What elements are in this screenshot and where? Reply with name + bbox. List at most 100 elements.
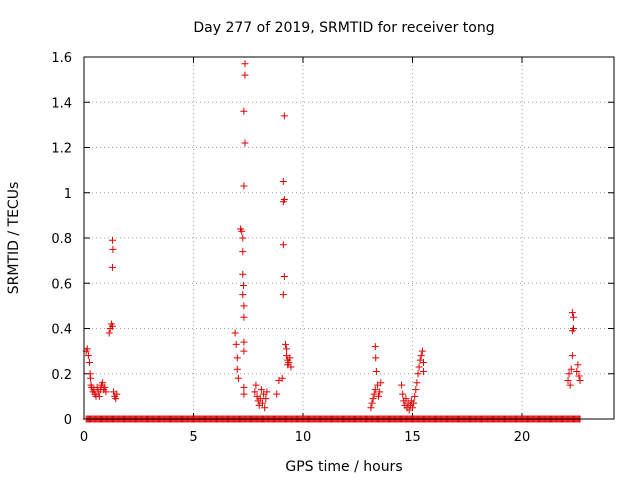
data-point <box>372 354 380 362</box>
grid <box>84 57 614 419</box>
chart-title: Day 277 of 2019, SRMTID for receiver ton… <box>193 20 494 36</box>
y-tick-label: 1.6 <box>51 51 72 66</box>
data-point <box>231 329 239 337</box>
data-point <box>411 392 419 400</box>
data-point <box>108 263 116 271</box>
data-point <box>280 112 288 120</box>
data-point <box>369 395 377 403</box>
data-point <box>83 345 91 353</box>
data-point <box>108 322 116 330</box>
data-point <box>240 347 248 355</box>
y-tick-label: 1.2 <box>51 142 72 157</box>
x-axis-label: GPS time / hours <box>285 459 402 475</box>
data-point <box>239 248 247 256</box>
data-point <box>112 395 120 403</box>
data-point <box>240 390 248 398</box>
data-points <box>82 60 584 423</box>
data-point <box>567 365 575 373</box>
data-point <box>367 404 375 412</box>
data-point <box>371 343 379 351</box>
data-point <box>85 358 93 366</box>
data-point <box>281 340 289 348</box>
data-point <box>109 245 117 253</box>
data-point <box>371 386 379 394</box>
data-point <box>87 374 95 382</box>
data-point <box>239 270 247 278</box>
data-point <box>279 177 287 185</box>
data-point <box>419 367 427 375</box>
data-point <box>240 383 248 391</box>
data-point <box>575 372 583 380</box>
data-point <box>261 404 269 412</box>
data-point <box>278 374 286 382</box>
data-point <box>240 182 248 190</box>
data-point <box>240 338 248 346</box>
x-tick-label: 10 <box>295 430 312 445</box>
data-point <box>240 302 248 310</box>
data-point <box>286 354 294 362</box>
data-point <box>84 352 92 360</box>
data-point <box>409 404 417 412</box>
data-point <box>241 60 249 68</box>
axis-ticks: 0 0.2 0.4 0.6 0.8 1 1.2 1.4 1.6 0 5 10 15 20 <box>51 51 614 445</box>
data-point <box>232 340 240 348</box>
data-point <box>240 313 248 321</box>
data-point <box>283 345 291 353</box>
data-point <box>101 383 109 391</box>
y-tick-label: 1 <box>64 187 72 202</box>
data-point <box>566 381 574 389</box>
data-point <box>99 379 107 387</box>
data-point <box>285 358 293 366</box>
data-point <box>368 399 376 407</box>
data-point <box>576 377 584 385</box>
y-tick-label: 0.2 <box>51 368 72 383</box>
data-point <box>565 370 573 378</box>
data-point <box>238 227 246 235</box>
data-point <box>419 358 427 366</box>
data-point <box>410 399 418 407</box>
data-point <box>574 361 582 369</box>
data-point <box>402 395 410 403</box>
y-axis-label: SRMTID / TECUs <box>6 182 22 295</box>
data-point <box>262 395 270 403</box>
x-tick-label: 0 <box>80 430 88 445</box>
data-point <box>415 363 423 371</box>
data-point <box>417 352 425 360</box>
data-point <box>95 392 103 400</box>
data-point <box>233 365 241 373</box>
data-point <box>105 329 113 337</box>
data-point <box>239 291 247 299</box>
data-point <box>234 374 242 382</box>
data-point <box>263 388 271 396</box>
data-point <box>257 386 265 394</box>
data-point <box>569 313 577 321</box>
data-point <box>240 107 248 115</box>
data-point <box>372 367 380 375</box>
data-point <box>239 234 247 242</box>
y-tick-label: 0.4 <box>51 323 72 338</box>
data-point <box>108 236 116 244</box>
plot-frame <box>83 56 615 420</box>
x-tick-label: 5 <box>189 430 197 445</box>
data-point <box>113 390 121 398</box>
y-tick-label: 0.8 <box>51 232 72 247</box>
data-point <box>279 198 287 206</box>
data-point <box>279 241 287 249</box>
y-tick-label: 0.6 <box>51 277 72 292</box>
data-point <box>413 379 421 387</box>
data-point <box>252 381 260 389</box>
data-point <box>568 352 576 360</box>
data-point <box>279 291 287 299</box>
data-point <box>414 370 422 378</box>
data-point <box>102 388 110 396</box>
data-point <box>573 367 581 375</box>
data-point <box>564 377 572 385</box>
data-point <box>398 381 406 389</box>
y-tick-label: 1.4 <box>51 96 72 111</box>
data-point <box>280 272 288 280</box>
y-tick-label: 0 <box>64 413 72 428</box>
data-point <box>239 282 247 290</box>
data-point <box>568 309 576 317</box>
data-point <box>569 325 577 332</box>
